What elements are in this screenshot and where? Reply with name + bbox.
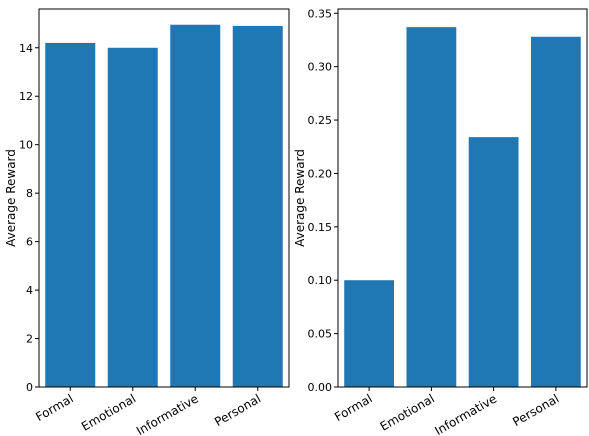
bar-emotional (406, 27, 457, 388)
y-tick-label: 0 (26, 381, 33, 394)
x-tick-label-informative: Informative (134, 391, 201, 436)
plot-frame (38, 8, 290, 388)
bar-personal (530, 36, 581, 388)
y-tick-label: 4 (26, 284, 33, 297)
bar-emotional (107, 47, 158, 388)
bar-formal (45, 42, 96, 388)
y-axis-title: Average Reward (4, 149, 18, 247)
x-tick-label-personal: Personal (510, 391, 561, 429)
y-tick-label: 10 (19, 139, 33, 152)
y-axis-title: Average Reward (293, 149, 307, 247)
x-tick-label-formal: Formal (332, 391, 374, 424)
bar-informative (170, 24, 221, 387)
y-tick-label: 0.10 (308, 274, 333, 287)
y-tick-label: 0.25 (308, 114, 333, 127)
x-tick-label-personal: Personal (212, 391, 263, 429)
y-tick-label: 0.35 (308, 7, 333, 20)
y-tick-label: 8 (26, 187, 33, 200)
y-tick-label: 0.00 (308, 381, 333, 394)
bar-personal (232, 25, 283, 387)
y-tick-label: 0.20 (308, 167, 333, 180)
y-tick-label: 6 (26, 236, 33, 249)
plot-frame (337, 8, 588, 388)
y-tick-label: 2 (26, 333, 33, 346)
x-tick-label-emotional: Emotional (79, 391, 138, 433)
right-chart-panel: 0.00 0.05 0.10 0.15 0.20 0.25 0.30 0.35 Formal Em… (293, 7, 588, 436)
bar-formal (344, 280, 395, 387)
y-tick-label: 14 (19, 42, 33, 55)
y-tick-label: 0.30 (308, 61, 333, 74)
x-tick-label-formal: Formal (33, 391, 75, 424)
y-tick-label: 0.15 (308, 221, 333, 234)
y-tick-label: 12 (19, 90, 33, 103)
x-tick-label-informative: Informative (432, 391, 499, 436)
x-tick-label-emotional: Emotional (378, 391, 437, 433)
bar-informative (468, 137, 519, 387)
y-tick-label: 0.05 (308, 328, 333, 341)
